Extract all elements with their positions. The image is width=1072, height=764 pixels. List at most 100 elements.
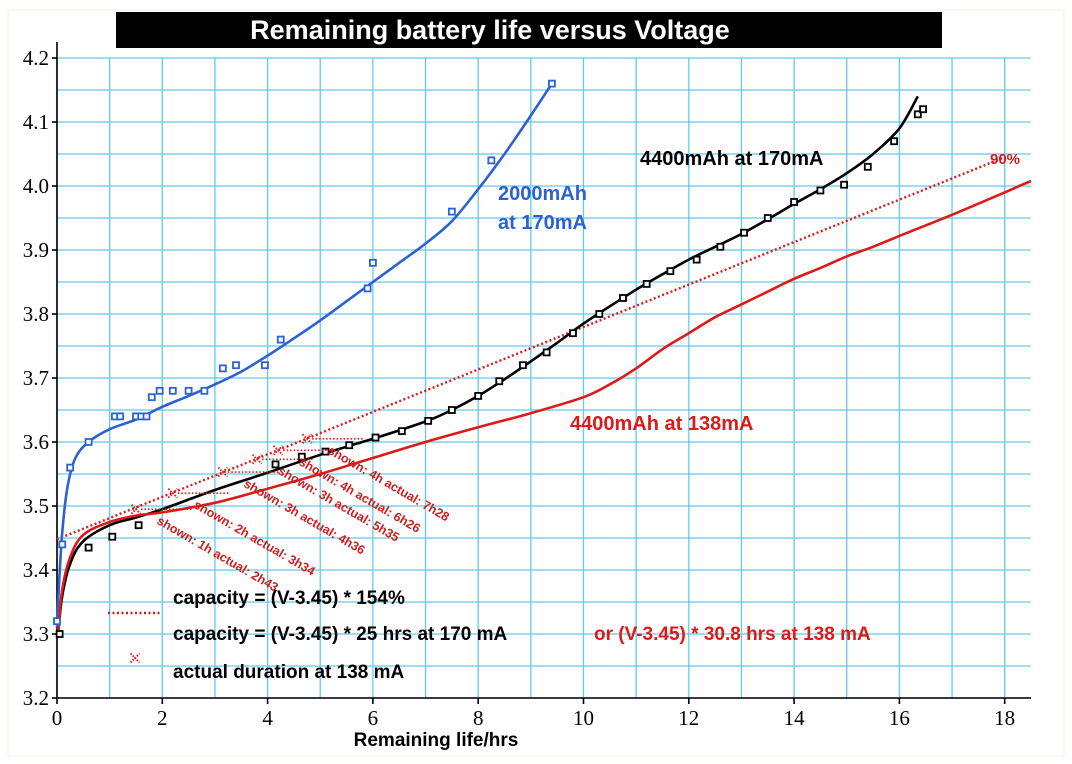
- series-0-point: [58, 540, 67, 549]
- series-1-point: [447, 406, 456, 414]
- y-tick-label: 3.3: [23, 622, 49, 646]
- actual-marker: [251, 454, 263, 465]
- x-marker-stroke: [167, 487, 179, 499]
- x-tick-label: 10: [573, 706, 594, 730]
- x-tick-label: 16: [889, 706, 910, 730]
- series-0-point: [168, 386, 177, 395]
- series-label-2000mah-line1: 2000mAh: [498, 183, 587, 205]
- x-marker-stroke: [130, 503, 142, 515]
- x-marker-stroke: [129, 652, 141, 664]
- legend-text-1: capacity = (V-3.45) * 154%: [173, 588, 405, 609]
- data-points: [53, 79, 927, 638]
- series-1-point: [345, 441, 354, 450]
- y-tick-labels: 3.2 3.3 3.4 3.5 3.6 3.7 3.8 3.9 4.0 4.1 4.2: [23, 46, 50, 710]
- series-1-point: [397, 427, 406, 436]
- x-marker-stroke: [301, 433, 313, 445]
- legend-x-marker: [129, 652, 141, 664]
- series-1-point: [321, 447, 330, 456]
- series-1-point: [595, 310, 604, 318]
- series-0-point: [547, 79, 556, 88]
- legend: capacity = (V-3.45) * 154% capacity = (V…: [108, 588, 871, 683]
- series-0-point: [368, 258, 377, 267]
- actual-marker: [217, 466, 229, 478]
- series-2-fit-curve: [56, 179, 1032, 635]
- x-tick-label: 4: [262, 706, 273, 730]
- x-marker-stroke: [272, 445, 284, 456]
- series-0-point: [276, 335, 285, 344]
- series-0-point: [142, 412, 151, 421]
- y-tick-label: 4.0: [23, 174, 49, 198]
- reference-line-label: 90%: [990, 151, 1020, 168]
- legend-text-2-extra: or (V-3.45) * 30.8 hrs at 138 mA: [594, 624, 871, 645]
- series-1-point: [569, 329, 577, 338]
- actual-marker: [130, 503, 142, 515]
- series-1-point: [919, 105, 927, 114]
- series-1-point: [642, 280, 651, 288]
- x-tick-label: 18: [994, 706, 1015, 730]
- series-1-point: [790, 198, 798, 206]
- y-tick-label: 3.4: [23, 558, 50, 582]
- series-1-point: [542, 348, 551, 357]
- series-1-point: [716, 242, 725, 251]
- series-label-2000mah-line2: at 170mA: [498, 212, 587, 234]
- series-0-point: [147, 393, 156, 402]
- y-tick-label: 3.9: [23, 238, 49, 262]
- series-1-point: [666, 267, 675, 276]
- y-tick-label: 3.2: [23, 686, 49, 710]
- series-0-point: [184, 386, 193, 395]
- series-0-point: [116, 412, 125, 421]
- x-tick-label: 14: [784, 706, 806, 730]
- x-marker-stroke: [217, 466, 229, 478]
- x-tick-label: 12: [678, 706, 699, 730]
- y-tick-label: 4.1: [23, 110, 49, 134]
- x-marker-stroke: [251, 454, 263, 465]
- series-1-point: [740, 228, 748, 237]
- series-1-point: [519, 361, 527, 370]
- x-tick-label: 2: [157, 706, 168, 730]
- series-1-point: [55, 630, 64, 638]
- series-1-point: [890, 137, 899, 146]
- x-tick-label: 8: [473, 706, 484, 730]
- series-1-point: [816, 186, 825, 195]
- series-1-point: [474, 392, 483, 400]
- actual-markers: [130, 433, 364, 515]
- series-0-point: [200, 386, 209, 395]
- series-0-point: [261, 361, 269, 370]
- y-tick-label: 3.6: [23, 430, 49, 454]
- actual-marker: [301, 433, 313, 445]
- chart-title: Remaining battery life versus Voltage: [250, 15, 730, 45]
- y-tick-label: 3.5: [23, 494, 49, 518]
- y-tick-label: 4.2: [23, 46, 49, 70]
- x-tick-labels: 0 2 4 6 8 10 12 14 16 18: [52, 706, 1015, 730]
- series-1-point: [840, 180, 848, 189]
- series-1-point: [134, 521, 143, 530]
- series-0-point: [155, 386, 164, 395]
- series-1-point: [424, 416, 433, 425]
- series-1-point: [863, 162, 872, 171]
- series-1-point: [913, 110, 922, 119]
- series-1-point: [619, 294, 627, 302]
- series-1-point: [692, 255, 701, 264]
- axes: [52, 42, 1031, 704]
- series-1-point: [763, 214, 772, 222]
- x-tick-label: 0: [52, 706, 63, 730]
- series-label-4400mah-138: 4400mAh at 138mA: [570, 413, 753, 435]
- series-0-point: [487, 156, 496, 165]
- series-1-point: [108, 532, 117, 541]
- series-0-point: [447, 207, 456, 216]
- series-0-point: [232, 361, 240, 370]
- series-0-point: [66, 463, 75, 472]
- series-0-point: [53, 617, 61, 626]
- series-1-point: [371, 433, 380, 442]
- actual-marker-label: shown: 1h actual: 2h43: [154, 514, 280, 595]
- legend-text-3: actual duration at 138 mA: [173, 662, 405, 683]
- y-tick-label: 3.7: [23, 366, 49, 390]
- x-tick-label: 6: [368, 706, 379, 730]
- actual-marker: [167, 487, 179, 499]
- series-0-point: [218, 364, 227, 373]
- chart-frame: [7, 9, 1065, 757]
- series-1-point: [271, 460, 280, 469]
- reference-dotted-line: [56, 156, 1006, 541]
- title-bar: [116, 12, 942, 48]
